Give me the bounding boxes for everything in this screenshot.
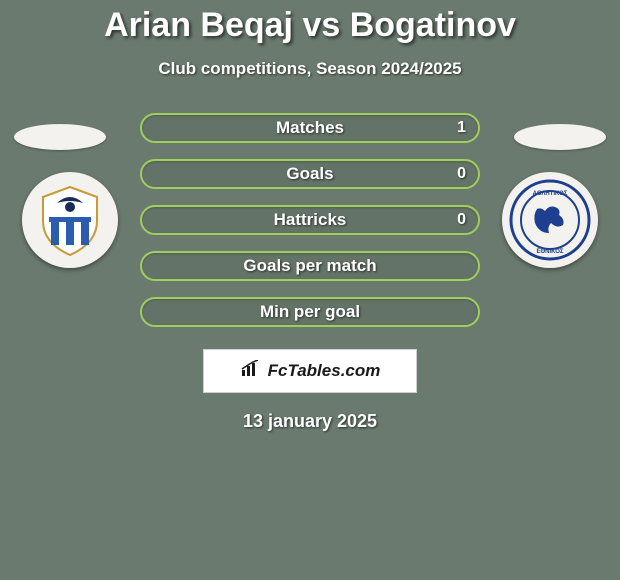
page-title: Arian Beqaj vs Bogatinov	[0, 0, 620, 45]
svg-text:ΑΘΛΗΤΙΚΟΣ: ΑΘΛΗΤΙΚΟΣ	[533, 191, 568, 197]
player-photo-placeholder-right	[514, 124, 606, 150]
stat-right-value: 0	[457, 165, 466, 183]
brand-text: FcTables.com	[268, 361, 381, 381]
stat-label: Goals per match	[243, 256, 376, 276]
svg-text:ΕΘΝΙΚΟΣ: ΕΘΝΙΚΟΣ	[537, 249, 564, 255]
stat-row-goals-per-match: Goals per match	[140, 251, 480, 281]
stat-row-matches: Matches 1	[140, 113, 480, 143]
date-text: 13 january 2025	[0, 411, 620, 432]
subtitle: Club competitions, Season 2024/2025	[0, 59, 620, 79]
club-badge-right: ΑΘΛΗΤΙΚΟΣ ΕΘΝΙΚΟΣ	[502, 172, 598, 268]
stat-row-goals: Goals 0	[140, 159, 480, 189]
stat-row-hattricks: Hattricks 0	[140, 205, 480, 235]
stat-label: Min per goal	[260, 302, 360, 322]
stat-label: Goals	[286, 164, 333, 184]
stat-right-value: 1	[457, 119, 466, 137]
stat-label: Hattricks	[274, 210, 347, 230]
stat-label: Matches	[276, 118, 344, 138]
club-crest-right: ΑΘΛΗΤΙΚΟΣ ΕΘΝΙΚΟΣ	[509, 179, 591, 261]
club-badge-left	[22, 172, 118, 268]
bar-chart-icon	[240, 360, 262, 383]
player-photo-placeholder-left	[14, 124, 106, 150]
brand-badge: FcTables.com	[203, 349, 417, 393]
stat-right-value: 0	[457, 211, 466, 229]
stat-row-min-per-goal: Min per goal	[140, 297, 480, 327]
club-crest-left	[29, 179, 111, 261]
